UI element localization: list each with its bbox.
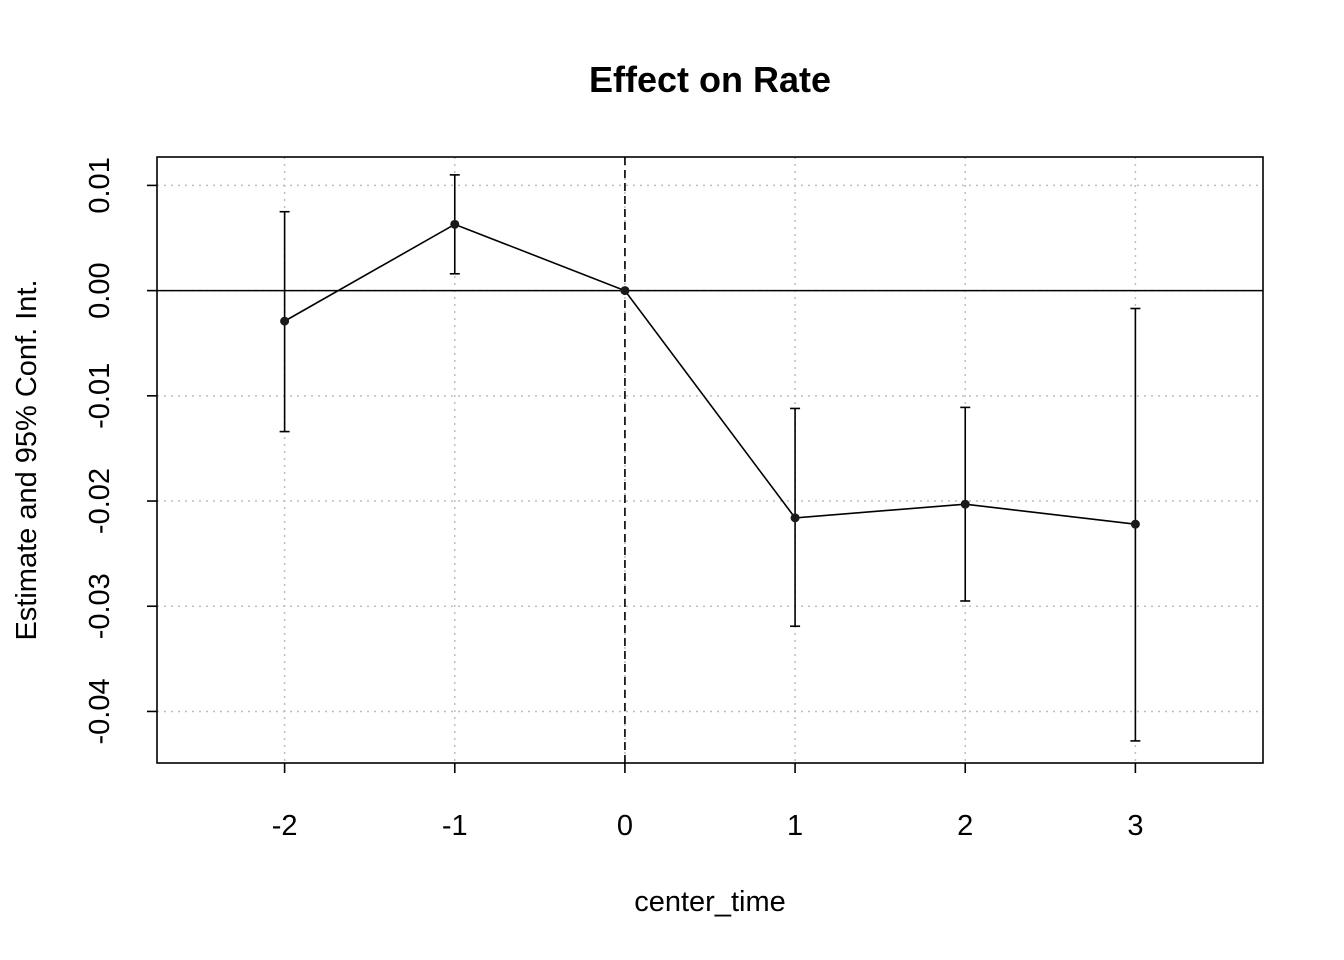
y-axis-label: Estimate and 95% Conf. Int. bbox=[11, 279, 43, 640]
estimate-point bbox=[790, 513, 800, 523]
x-tick-label: 0 bbox=[617, 810, 633, 842]
x-tick-label: 1 bbox=[787, 810, 803, 842]
estimate-point bbox=[450, 219, 460, 229]
chart-title: Effect on Rate bbox=[589, 59, 831, 100]
plot-area: -2 -1 0 1 2 3 0.01 0.00 -0.01 -0.02 -0.03 -0.04 bbox=[84, 156, 1264, 842]
x-axis-label: center_time bbox=[634, 886, 786, 918]
y-tick-label: 0.00 bbox=[84, 262, 116, 318]
y-tick-label: -0.03 bbox=[84, 573, 116, 639]
estimate-point bbox=[960, 499, 970, 509]
estimate-point bbox=[1130, 519, 1140, 529]
x-tick-label: -2 bbox=[272, 810, 298, 842]
y-tick-label: -0.02 bbox=[84, 468, 116, 534]
estimate-point bbox=[620, 286, 630, 296]
estimate-line bbox=[284, 223, 1136, 525]
y-tick-label: -0.01 bbox=[84, 363, 116, 429]
estimate-point bbox=[280, 316, 290, 326]
x-tick-label: 3 bbox=[1127, 810, 1143, 842]
y-tick-label: 0.01 bbox=[84, 157, 116, 213]
plot-frame bbox=[156, 156, 1264, 764]
x-tick-label: 2 bbox=[957, 810, 973, 842]
x-tick-label: -1 bbox=[442, 810, 468, 842]
y-tick-label: -0.04 bbox=[84, 678, 116, 744]
